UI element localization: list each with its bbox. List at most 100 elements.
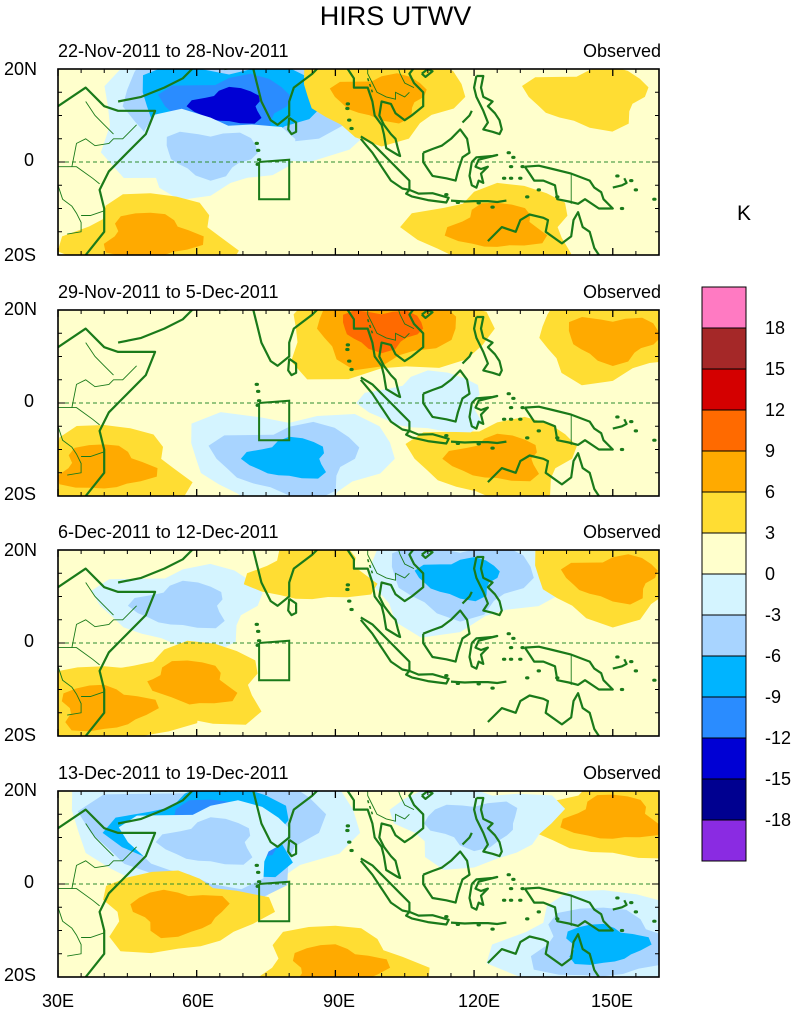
island (518, 657, 523, 661)
contour-region (414, 557, 500, 602)
island (455, 922, 461, 927)
coastline (468, 634, 499, 670)
coastline (287, 838, 298, 858)
colorbar-label: 0 (765, 564, 776, 584)
country-border (398, 550, 415, 570)
island (508, 887, 514, 891)
lat-label: 20N (4, 780, 38, 800)
coastline (58, 327, 157, 496)
island (255, 629, 261, 633)
island (511, 155, 516, 159)
lon-label: 150E (590, 991, 634, 1011)
country-border (58, 185, 82, 235)
colorbar-label: -9 (765, 687, 782, 707)
coastline (461, 351, 473, 365)
island (347, 359, 352, 363)
contour-region (292, 944, 391, 977)
coastline (476, 294, 478, 301)
coastline (421, 550, 434, 559)
coastline (487, 452, 600, 496)
coastline (612, 177, 628, 189)
colorbar-label: 12 (765, 400, 786, 420)
coastline (450, 680, 507, 685)
island (347, 840, 352, 844)
island (633, 669, 639, 673)
map-panel-4 (58, 791, 659, 977)
country-border (398, 310, 415, 330)
island (629, 901, 634, 905)
island (508, 417, 514, 421)
island (525, 436, 530, 440)
island (619, 447, 625, 452)
coastline (421, 791, 434, 800)
panel-2-observed-label: Observed (582, 282, 661, 302)
island (619, 206, 625, 211)
contour-region (442, 433, 539, 482)
island (476, 442, 481, 446)
coastline (58, 86, 157, 255)
island (476, 682, 481, 686)
colorbar-label: 18 (765, 318, 786, 338)
lat-label: 20N (4, 59, 38, 79)
island (506, 151, 511, 155)
island (536, 669, 541, 673)
colorbar-label: -12 (765, 728, 791, 748)
coastline (450, 199, 507, 204)
island (501, 417, 507, 421)
coastline (461, 110, 473, 124)
coastline (405, 429, 450, 445)
country-border (367, 310, 410, 341)
coastline (58, 567, 157, 736)
country-border (367, 550, 410, 581)
coastline (476, 53, 478, 60)
country-border (58, 888, 100, 907)
panel-3-date-range: 6-Dec-2011 to 12-Dec-2011 (58, 522, 279, 542)
colorbar-label: -18 (765, 810, 791, 830)
island (345, 347, 350, 352)
island (345, 106, 350, 111)
coastline (359, 857, 411, 913)
contour-region (58, 444, 158, 489)
country-border (398, 791, 415, 811)
island (525, 917, 530, 921)
panel-4-observed-label: Observed (582, 763, 661, 783)
lon-label: 30E (41, 991, 75, 1011)
coastline (468, 394, 499, 430)
island (518, 417, 523, 421)
island (520, 887, 525, 891)
island (652, 197, 657, 201)
coastline (359, 376, 411, 432)
country-border (367, 69, 410, 100)
contour-region (522, 69, 649, 132)
island (349, 126, 354, 131)
island (490, 686, 495, 690)
panel-2-date-range: 29-Nov-2011 to 5-Dec-2011 (58, 282, 279, 302)
contour-region (240, 436, 326, 479)
coastline (422, 609, 471, 663)
island (652, 438, 657, 442)
coastline (422, 128, 471, 182)
coastline (476, 534, 478, 541)
island (555, 676, 560, 680)
lon-label: 60E (181, 991, 215, 1011)
island (511, 636, 516, 640)
colorbar-swatch (701, 409, 747, 452)
island (501, 176, 507, 180)
country-border (58, 426, 82, 476)
colorbar-swatch (701, 696, 747, 739)
island (444, 673, 449, 678)
coastline (421, 69, 434, 78)
panel-1-observed-label: Observed (582, 41, 661, 61)
colorbar-swatch (701, 450, 747, 493)
lat-label: 0 (24, 150, 35, 170)
country-border (58, 407, 100, 426)
country-border (398, 69, 415, 89)
coastline (405, 669, 450, 685)
coastline (287, 597, 298, 617)
island (619, 687, 625, 692)
country-border (58, 666, 82, 716)
island (520, 646, 525, 650)
coastline (473, 315, 503, 377)
country-border (85, 101, 114, 135)
island (520, 406, 525, 410)
